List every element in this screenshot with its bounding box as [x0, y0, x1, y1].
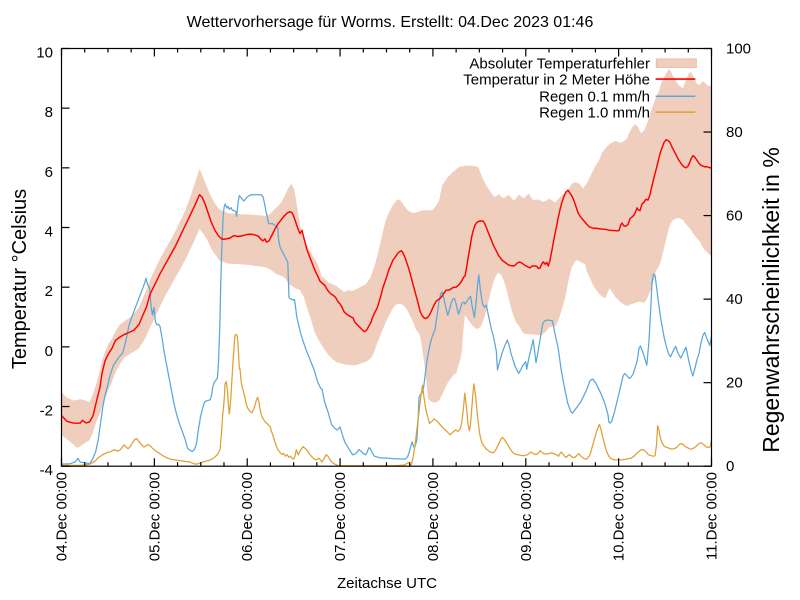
- svg-text:Temperatur in 2 Meter Höhe: Temperatur in 2 Meter Höhe: [463, 72, 650, 89]
- svg-text:-4: -4: [40, 462, 53, 479]
- svg-text:2: 2: [45, 283, 53, 300]
- svg-text:20: 20: [726, 375, 743, 392]
- svg-text:Regen 1.0 mm/h: Regen 1.0 mm/h: [539, 105, 650, 122]
- svg-text:09.Dec 00:00: 09.Dec 00:00: [518, 472, 535, 561]
- svg-text:100: 100: [726, 41, 751, 58]
- svg-text:Regenwahrscheinlichkeit in %: Regenwahrscheinlichkeit in %: [758, 147, 784, 453]
- svg-text:4: 4: [45, 223, 53, 240]
- svg-text:0: 0: [726, 458, 734, 475]
- svg-text:0: 0: [45, 343, 53, 360]
- svg-text:8: 8: [45, 104, 53, 121]
- svg-text:-2: -2: [40, 402, 53, 419]
- svg-text:60: 60: [726, 208, 743, 225]
- svg-text:10: 10: [36, 44, 53, 61]
- svg-text:10.Dec 00:00: 10.Dec 00:00: [611, 472, 628, 561]
- svg-text:80: 80: [726, 124, 743, 141]
- svg-text:04.Dec 00:00: 04.Dec 00:00: [54, 472, 71, 561]
- svg-text:40: 40: [726, 291, 743, 308]
- svg-text:6: 6: [45, 164, 53, 181]
- svg-text:05.Dec 00:00: 05.Dec 00:00: [146, 472, 163, 561]
- svg-text:Zeitachse UTC: Zeitachse UTC: [337, 575, 437, 592]
- svg-text:08.Dec 00:00: 08.Dec 00:00: [425, 472, 442, 561]
- svg-text:Regen 0.1 mm/h: Regen 0.1 mm/h: [539, 89, 650, 106]
- svg-text:Wettervorhersage für Worms. Er: Wettervorhersage für Worms. Erstellt: 04…: [187, 14, 594, 31]
- svg-text:07.Dec 00:00: 07.Dec 00:00: [332, 472, 349, 561]
- svg-text:06.Dec 00:00: 06.Dec 00:00: [239, 472, 256, 561]
- svg-text:11.Dec 00:00: 11.Dec 00:00: [704, 472, 721, 560]
- svg-text:Absoluter Temperaturfehler: Absoluter Temperaturfehler: [469, 56, 650, 73]
- svg-text:Temperatur °Celsius: Temperatur °Celsius: [9, 189, 31, 369]
